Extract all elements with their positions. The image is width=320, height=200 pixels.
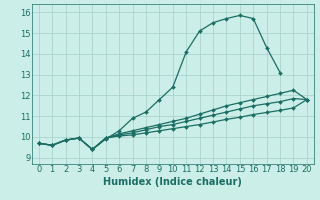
X-axis label: Humidex (Indice chaleur): Humidex (Indice chaleur) [103,177,242,187]
